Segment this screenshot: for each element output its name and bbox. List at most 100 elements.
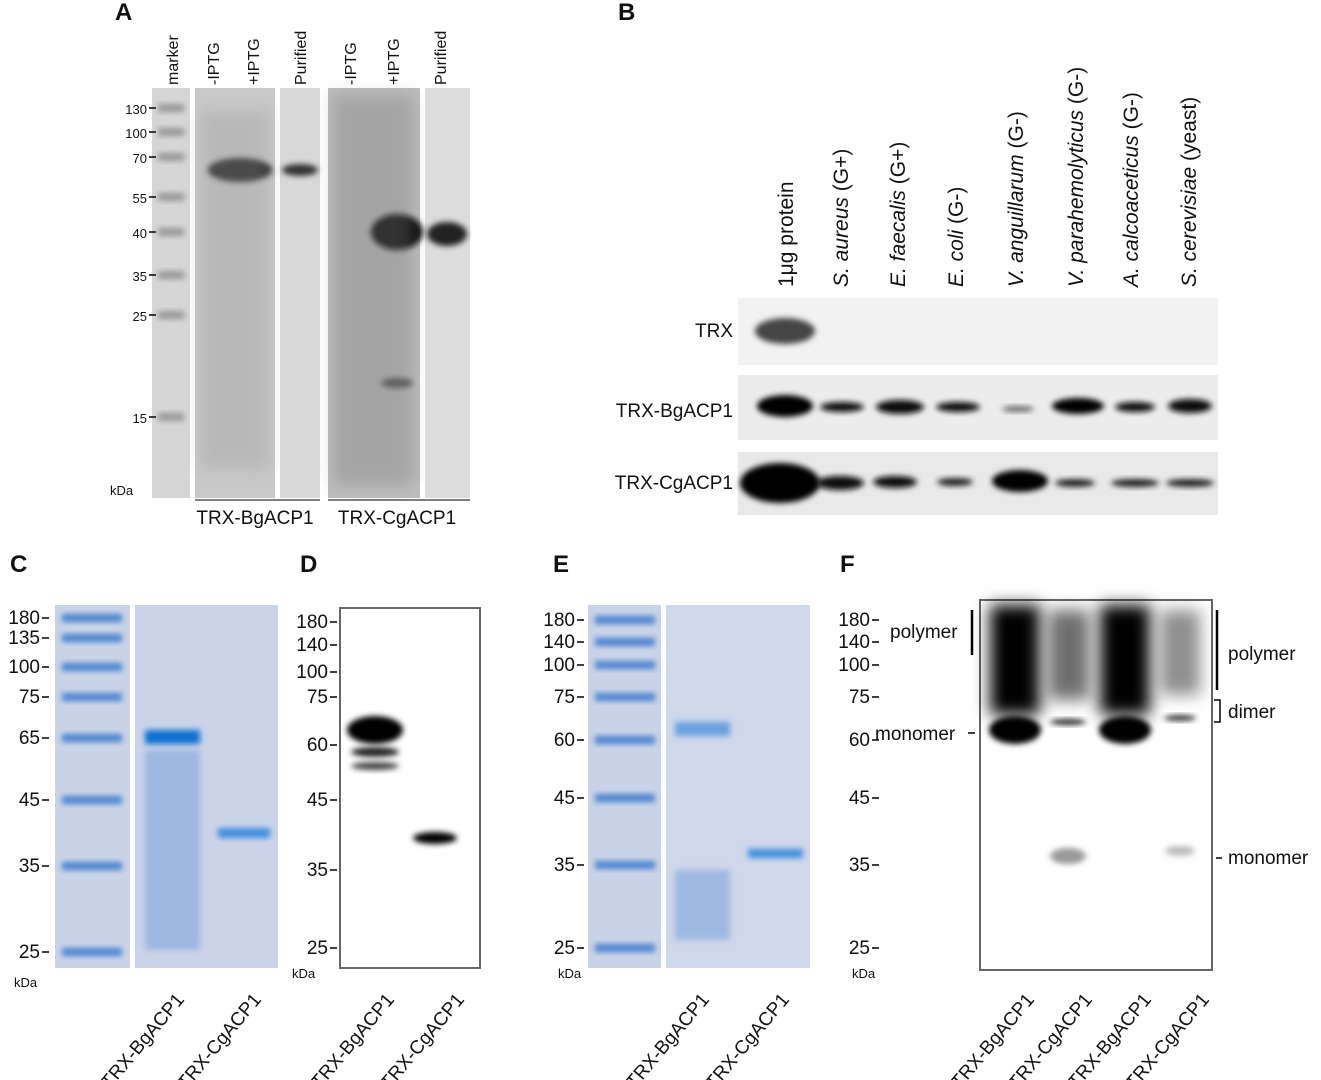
- group-label: TRX-CgACP1: [338, 508, 456, 529]
- marker-label: 60: [307, 735, 328, 756]
- marker-band: [158, 413, 184, 421]
- marker-label: 75: [307, 687, 328, 708]
- marker-label: 75: [849, 687, 870, 708]
- marker-label: 100: [543, 655, 575, 676]
- marker-label: 140: [838, 632, 870, 653]
- lane-label: E. coli (G-): [945, 187, 968, 287]
- marker-band: [158, 128, 184, 136]
- panel-label: C: [10, 551, 27, 578]
- marker-band: [595, 661, 655, 669]
- marker-label: 25: [133, 309, 147, 324]
- lane-label: marker: [165, 35, 182, 85]
- marker-label: 35: [133, 269, 147, 284]
- lane-text: 1μg protein: [775, 181, 798, 287]
- marker-band: [158, 271, 184, 279]
- unit-label: kDa: [110, 483, 134, 498]
- marker-band: [158, 153, 184, 161]
- row-label: TRX-BgACP1: [616, 401, 733, 422]
- lane-species: E. faecalis: [887, 190, 910, 287]
- marker-band: [62, 734, 122, 742]
- marker-label: 130: [125, 102, 147, 117]
- row-label: TRX: [695, 321, 733, 342]
- marker-label: 35: [849, 855, 870, 876]
- marker-label: 45: [554, 788, 575, 809]
- group-label: TRX-BgACP1: [196, 508, 313, 529]
- lane-label: TRX-CgACP1: [702, 990, 794, 1080]
- unit-label: kDa: [14, 975, 38, 990]
- lane-label: +IPTG: [246, 38, 263, 85]
- unit-label: kDa: [852, 966, 876, 981]
- marker-label: 35: [554, 855, 575, 876]
- annotation: polymer: [1228, 644, 1296, 665]
- brackets: [968, 610, 1222, 859]
- marker-label: 45: [19, 790, 40, 811]
- marker-label: 100: [296, 662, 328, 683]
- marker-band: [158, 104, 184, 112]
- marker-label: 40: [133, 226, 147, 241]
- gel-e: [588, 605, 810, 968]
- blot-d: [339, 607, 481, 969]
- lane-label: V. parahemolyticus (G-): [1065, 67, 1088, 287]
- lane-label: S. cerevisiae (yeast): [1178, 97, 1201, 287]
- marker-label: 25: [554, 938, 575, 959]
- marker-band: [158, 193, 184, 201]
- annotation: monomer: [1228, 848, 1309, 869]
- lane-label: TRX-BgACP1: [307, 990, 398, 1080]
- lane-species: S. cerevisiae: [1178, 167, 1201, 287]
- marker-band: [62, 862, 122, 870]
- marker-label: 60: [849, 730, 870, 751]
- lane-label: V. anguillarum (G-): [1005, 111, 1028, 287]
- lane-species: A. calcoaceticus: [1120, 135, 1143, 289]
- marker-label: 135: [8, 628, 40, 649]
- marker-label: 180: [543, 610, 575, 631]
- lane-text: (G+): [887, 142, 910, 185]
- marker-label: 45: [849, 788, 870, 809]
- marker-band: [62, 614, 122, 622]
- marker-band: [62, 634, 122, 642]
- marker-label: 45: [307, 790, 328, 811]
- marker-band: [595, 736, 655, 744]
- panel-label: E: [553, 551, 569, 578]
- lane-label: S. aureus (G+): [830, 149, 853, 287]
- annotation: dimer: [1228, 702, 1276, 723]
- marker-label: 70: [133, 151, 147, 166]
- marker-label: 65: [19, 728, 40, 749]
- marker-label: 100: [838, 655, 870, 676]
- marker-band: [62, 796, 122, 804]
- marker-band: [595, 616, 655, 624]
- lane-label: A. calcoaceticus (G-): [1120, 92, 1143, 289]
- marker-label: 180: [838, 610, 870, 631]
- marker-label: 15: [133, 411, 147, 426]
- marker-band: [595, 794, 655, 802]
- lane-species: V. parahemolyticus: [1065, 109, 1088, 287]
- marker-label: 25: [19, 942, 40, 963]
- panel-label: A: [115, 0, 132, 26]
- lane-text: (G-): [1065, 67, 1088, 104]
- lane-text: (G+): [830, 149, 853, 192]
- marker-band: [158, 311, 184, 319]
- marker-band: [62, 948, 122, 956]
- annotation: polymer: [890, 622, 958, 643]
- lane-label: E. faecalis (G+): [887, 142, 910, 287]
- gel-a: [152, 88, 470, 498]
- marker-label: 35: [307, 860, 328, 881]
- blot-f: [979, 599, 1213, 971]
- marker-label: 140: [296, 635, 328, 656]
- lane-label: -IPTG: [206, 42, 223, 85]
- panel-label: B: [618, 0, 635, 26]
- marker-label: 140: [543, 632, 575, 653]
- blot-b: [738, 298, 1218, 515]
- lane-species: E. coli: [945, 228, 968, 287]
- marker-label: 180: [296, 612, 328, 633]
- unit-label: kDa: [558, 966, 582, 981]
- lane-label: TRX-BgACP1: [97, 990, 188, 1080]
- marker-band: [595, 638, 655, 646]
- marker-label: 25: [849, 938, 870, 959]
- lane-species: S. aureus: [830, 197, 853, 287]
- marker-band: [62, 693, 122, 701]
- panel-label: D: [300, 551, 317, 578]
- lane-label: Purified: [293, 31, 310, 85]
- lane-text: (G-): [1005, 111, 1028, 148]
- lane-text: (G-): [945, 187, 968, 224]
